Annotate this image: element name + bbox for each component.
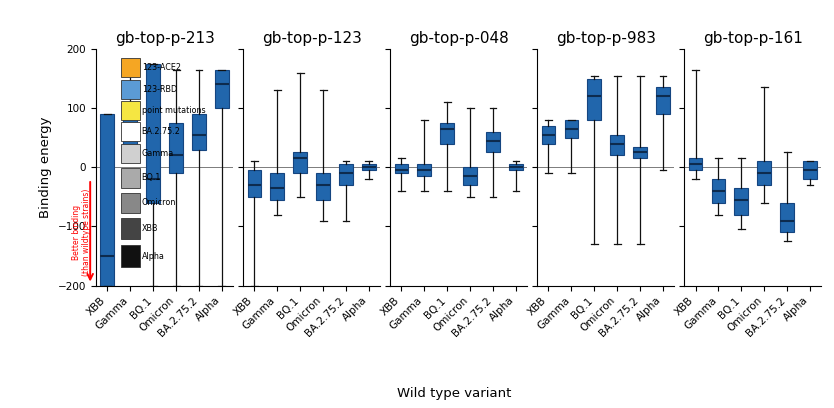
Y-axis label: Binding energy: Binding energy [39,117,53,218]
Title: gb-top-p-123: gb-top-p-123 [262,31,362,47]
PathPatch shape [123,111,137,155]
PathPatch shape [541,126,555,144]
PathPatch shape [394,164,409,173]
PathPatch shape [509,164,523,170]
Title: gb-top-p-213: gb-top-p-213 [115,31,214,47]
PathPatch shape [294,153,307,173]
PathPatch shape [339,164,353,185]
Title: gb-top-p-161: gb-top-p-161 [703,31,802,47]
Text: Wild type variant: Wild type variant [397,387,512,400]
Text: XBB: XBB [142,224,158,233]
Text: BQ.1: BQ.1 [142,173,161,182]
PathPatch shape [757,162,771,185]
PathPatch shape [735,188,748,215]
PathPatch shape [689,158,702,170]
PathPatch shape [633,146,647,158]
Bar [121,144,140,162]
Bar [121,80,140,99]
PathPatch shape [362,164,376,170]
PathPatch shape [440,123,455,144]
PathPatch shape [486,132,500,153]
PathPatch shape [610,135,624,155]
PathPatch shape [169,123,183,173]
Bar [121,58,140,78]
PathPatch shape [146,64,160,203]
Bar [121,245,140,267]
Text: Better binding
(than wildtype strains): Better binding (than wildtype strains) [72,188,92,276]
PathPatch shape [215,70,229,108]
PathPatch shape [100,114,114,286]
Title: gb-top-p-048: gb-top-p-048 [409,31,509,47]
Text: 123-RBD: 123-RBD [142,85,177,94]
PathPatch shape [418,164,431,176]
PathPatch shape [711,179,726,203]
PathPatch shape [463,167,477,185]
PathPatch shape [192,114,206,149]
Bar [121,122,140,141]
Bar [121,101,140,120]
Text: BA.2.75.2: BA.2.75.2 [142,127,181,136]
PathPatch shape [316,173,330,200]
PathPatch shape [270,173,284,200]
PathPatch shape [248,170,261,197]
PathPatch shape [587,78,601,120]
Text: Alpha: Alpha [142,251,164,261]
Bar [121,168,140,188]
Text: 123-ACE2: 123-ACE2 [142,63,181,72]
Bar [121,218,140,239]
Text: Gamma: Gamma [142,149,174,157]
Bar [121,193,140,213]
PathPatch shape [781,203,794,233]
PathPatch shape [803,162,817,179]
Text: Omicron: Omicron [142,198,176,207]
PathPatch shape [565,120,578,138]
Text: point mutations: point mutations [142,106,205,115]
PathPatch shape [656,87,670,114]
Title: gb-top-p-983: gb-top-p-983 [555,31,656,47]
